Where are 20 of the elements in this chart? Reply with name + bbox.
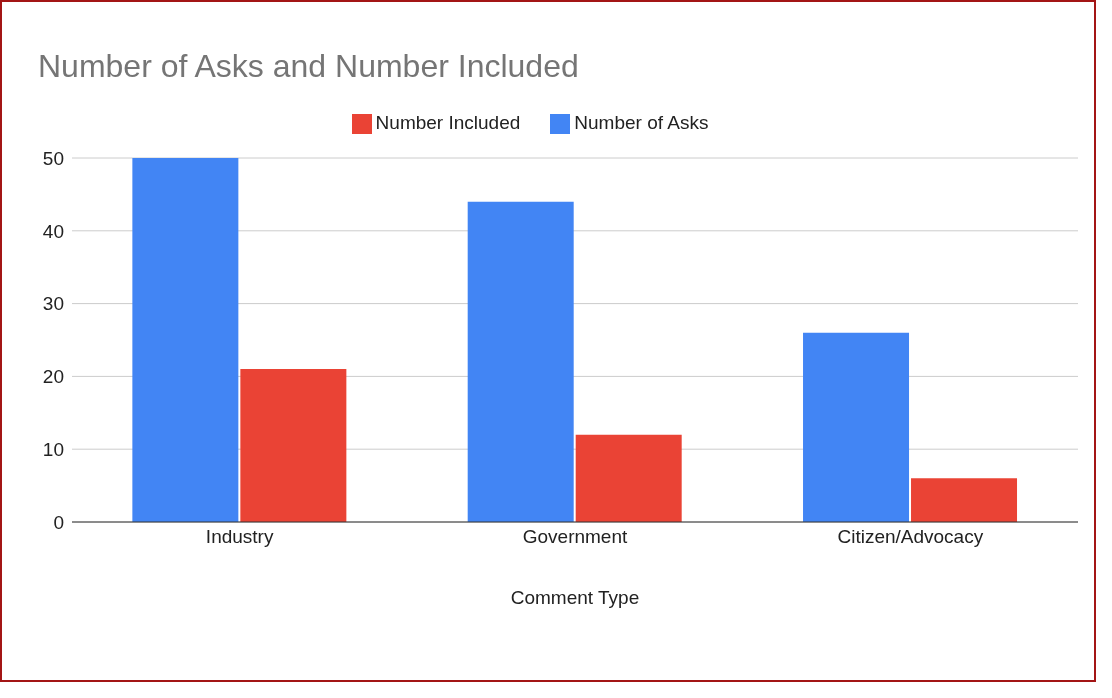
bar (575, 434, 682, 522)
x-tick-label: Citizen/Advocacy (837, 526, 984, 548)
x-tick-label: Industry (205, 526, 274, 548)
chart-title: Number of Asks and Number Included (38, 48, 579, 85)
x-tick-label: Government (522, 526, 628, 548)
y-tick-label: 40 (42, 220, 64, 242)
y-tick-label: 50 (42, 147, 64, 169)
y-tick-label: 20 (42, 366, 64, 388)
legend-label: Number of Asks (574, 112, 709, 133)
y-tick-label: 30 (42, 293, 64, 315)
legend-label: Number Included (375, 112, 521, 133)
x-axis-title: Comment Type (510, 587, 640, 608)
y-tick-label: 10 (42, 438, 64, 460)
bar (240, 369, 347, 522)
bar (803, 332, 910, 522)
bar (132, 158, 239, 522)
bar (911, 478, 1018, 522)
page-frame: Number of Asks and Number Included Number Included Number of Asks Industry Government Citizen/Advocacy Comment Type 0 10 20 30 40 50 (0, 0, 1096, 682)
bar (467, 201, 574, 522)
y-tick-label: 0 (53, 511, 64, 533)
